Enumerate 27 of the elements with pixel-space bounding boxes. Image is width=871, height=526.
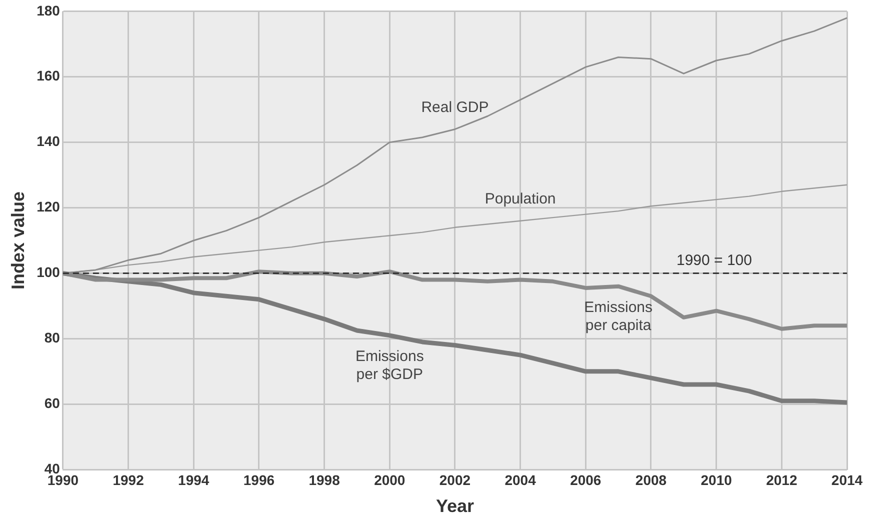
series-label: Emissions per capita	[584, 298, 652, 334]
y-tick-label: 60	[44, 395, 60, 411]
x-tick-label: 1996	[243, 472, 275, 488]
x-tick-label: 2008	[635, 472, 667, 488]
y-tick-label: 80	[44, 330, 60, 346]
y-tick-label: 180	[36, 2, 60, 18]
y-tick-label: 100	[36, 264, 60, 280]
series-label: Population	[484, 190, 556, 208]
x-tick-label: 2010	[700, 472, 732, 488]
series-label: Emissions per $GDP	[355, 348, 424, 384]
x-tick-label: 1998	[308, 472, 340, 488]
x-axis-title: Year	[436, 496, 474, 516]
x-tick-label: 2002	[439, 472, 471, 488]
x-tick-label: 1994	[178, 472, 210, 488]
y-tick-label: 140	[36, 133, 60, 150]
series-label: Real GDP	[421, 98, 489, 116]
y-axis-title: Index value	[8, 191, 28, 290]
ref-line-label: 1990 = 100	[676, 252, 752, 269]
x-tick-label: 2012	[766, 472, 798, 488]
y-tick-label: 120	[36, 198, 60, 215]
x-tick-label: 2004	[504, 472, 536, 488]
y-tick-label: 160	[36, 68, 60, 84]
x-tick-label: 2014	[831, 472, 863, 488]
x-tick-label: 2000	[374, 472, 406, 488]
x-tick-label: 2006	[570, 472, 602, 488]
y-tick-label: 40	[44, 460, 60, 476]
x-tick-label: 1992	[112, 472, 144, 488]
